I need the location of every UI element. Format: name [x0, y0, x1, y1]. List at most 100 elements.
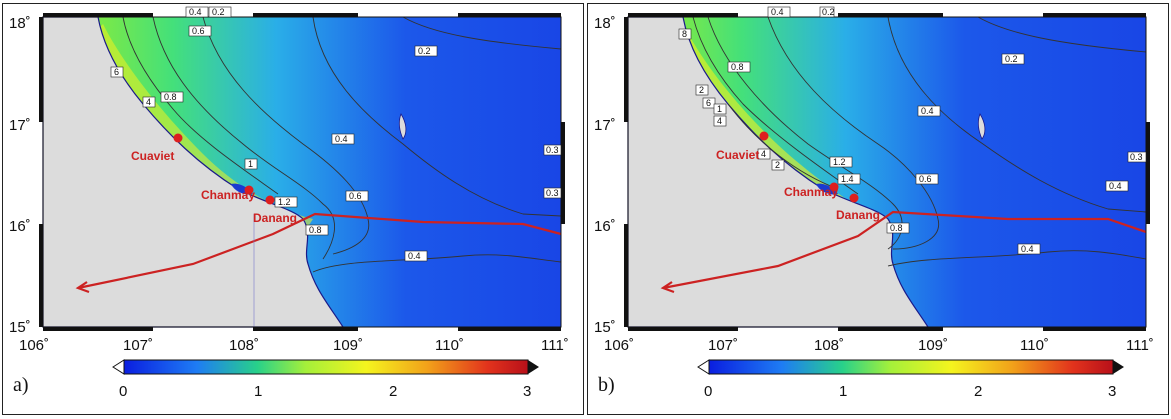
colorbar-tick: 1 — [839, 383, 847, 400]
ship-route — [662, 210, 1147, 290]
colorbar-over-arrow — [528, 360, 539, 374]
cuaviet-marker — [173, 133, 183, 143]
contour-labels: 0.4 0.2 0.6 6 4 0.8 0.2 0.4 1 1.2 0.6 0.… — [110, 6, 562, 262]
lat-tick: 15˚ — [594, 319, 616, 336]
contour-label: 0.6 — [345, 190, 369, 202]
svg-text:1.4: 1.4 — [841, 174, 854, 184]
colorbar-tick: 2 — [389, 383, 397, 400]
contour-label: 0.4 — [767, 6, 791, 18]
colorbar-tick: 3 — [1108, 383, 1116, 400]
chanmay-marker — [829, 182, 839, 192]
svg-text:0.2: 0.2 — [418, 46, 431, 56]
svg-text:1: 1 — [717, 104, 722, 114]
contour-label: 0.8 — [305, 224, 329, 236]
island — [398, 113, 407, 140]
svg-text:2: 2 — [699, 85, 704, 95]
contour-label: 0.8 — [160, 91, 184, 103]
danang-marker — [849, 193, 859, 203]
svg-text:0.8: 0.8 — [731, 62, 744, 72]
contour-label: 2 — [771, 159, 785, 171]
contour-label: 0.4 — [185, 6, 209, 18]
contour-label: 0.3 — [543, 144, 562, 156]
svg-text:0.4: 0.4 — [1109, 181, 1122, 191]
map-a: 0.4 0.2 0.6 6 4 0.8 0.2 0.4 1 1.2 0.6 0.… — [9, 6, 569, 400]
colorbar-tick: 0 — [704, 383, 712, 400]
svg-text:0.2: 0.2 — [212, 7, 225, 17]
svg-text:0.2: 0.2 — [1005, 54, 1018, 64]
danang-label: Danang — [253, 211, 297, 225]
danang-label: Danang — [836, 208, 880, 222]
lat-tick: 18˚ — [9, 15, 31, 32]
contour-label: 0.4 — [917, 105, 941, 117]
lagoon — [816, 183, 838, 195]
island — [977, 113, 986, 140]
contour-label: 8 — [678, 28, 692, 40]
map-frame — [624, 13, 1150, 331]
contour-lines — [122, 16, 562, 273]
svg-text:0.4: 0.4 — [335, 134, 348, 144]
svg-text:0.6: 0.6 — [349, 191, 362, 201]
contour-label: 1.2 — [829, 156, 853, 168]
colorbar-tick: 2 — [974, 383, 982, 400]
colorbar-gradient — [123, 359, 529, 375]
lon-tick: 106˚ — [19, 337, 49, 354]
svg-text:0.4: 0.4 — [408, 251, 421, 261]
lon-axis: 106˚ 107˚ 108˚ 109˚ 110˚ 111˚ — [19, 337, 569, 354]
svg-text:4: 4 — [146, 97, 151, 107]
route-arrowhead — [660, 281, 675, 294]
panel-a: 0.4 0.2 0.6 6 4 0.8 0.2 0.4 1 1.2 0.6 0.… — [2, 3, 584, 415]
contour-label: 0.3 — [1127, 151, 1147, 163]
chanmay-label: Chanmay — [784, 185, 838, 199]
svg-text:0.3: 0.3 — [546, 145, 559, 155]
svg-text:0.6: 0.6 — [919, 174, 932, 184]
colorbar: 0 1 2 3 — [112, 359, 539, 400]
svg-text:0.8: 0.8 — [309, 225, 322, 235]
contour-label: 1 — [713, 103, 727, 115]
lat-tick: 16˚ — [9, 218, 31, 235]
place-markers: Cuaviet Chanmay Danang — [716, 131, 880, 222]
lon-tick: 106˚ — [604, 337, 634, 354]
map-b: 0.4 0.2 8 0.8 0.2 2 6 1 4 0.4 4 2 1.2 1.… — [594, 6, 1154, 400]
lon-tick: 107˚ — [123, 337, 153, 354]
contour-label: 6 — [702, 97, 716, 109]
contour-label: 0.8 — [727, 61, 751, 73]
svg-text:1.2: 1.2 — [833, 157, 846, 167]
lat-axis: 18˚ 17˚ 16˚ 15˚ — [594, 15, 616, 336]
lon-tick: 108˚ — [814, 337, 844, 354]
chanmay-label: Chanmay — [201, 188, 255, 202]
contour-labels: 0.4 0.2 8 0.8 0.2 2 6 1 4 0.4 4 2 1.2 1.… — [678, 6, 1147, 255]
frame-ticks — [624, 13, 1150, 331]
svg-text:1.2: 1.2 — [278, 197, 291, 207]
contour-label: 0.4 — [331, 133, 355, 145]
svg-text:0.8: 0.8 — [164, 92, 177, 102]
panel-b: 0.4 0.2 8 0.8 0.2 2 6 1 4 0.4 4 2 1.2 1.… — [587, 3, 1169, 415]
svg-text:0.2: 0.2 — [822, 7, 835, 17]
svg-text:0.3: 0.3 — [1130, 152, 1143, 162]
danang-marker — [265, 195, 275, 205]
colorbar-under-arrow — [697, 359, 710, 375]
svg-text:0.4: 0.4 — [1021, 244, 1034, 254]
contour-label: 0.2 — [208, 6, 232, 18]
colorbar-tick: 3 — [523, 383, 531, 400]
lat-tick: 17˚ — [9, 117, 31, 134]
svg-text:2: 2 — [775, 160, 780, 170]
lat-tick: 18˚ — [594, 15, 616, 32]
svg-text:0.6: 0.6 — [192, 26, 205, 36]
lon-tick: 110˚ — [435, 337, 464, 354]
map-frame — [39, 13, 565, 331]
lon-tick: 109˚ — [333, 337, 363, 354]
lon-tick: 111˚ — [541, 337, 569, 354]
svg-text:4: 4 — [717, 116, 722, 126]
contour-label: 0.4 — [1017, 243, 1041, 255]
contour-label: 4 — [713, 115, 727, 127]
lat-tick: 16˚ — [594, 218, 616, 235]
cuaviet-label: Cuaviet — [131, 149, 174, 163]
colorbar-over-arrow — [1113, 360, 1124, 374]
contour-label: 0.8 — [886, 222, 910, 234]
frame-ticks — [39, 13, 565, 331]
contour-label: 1.2 — [274, 196, 298, 208]
cuaviet-marker — [759, 131, 769, 141]
svg-text:0.4: 0.4 — [921, 106, 934, 116]
contour-label: 0.2 — [1001, 53, 1025, 65]
contour-label: 4 — [142, 96, 156, 108]
